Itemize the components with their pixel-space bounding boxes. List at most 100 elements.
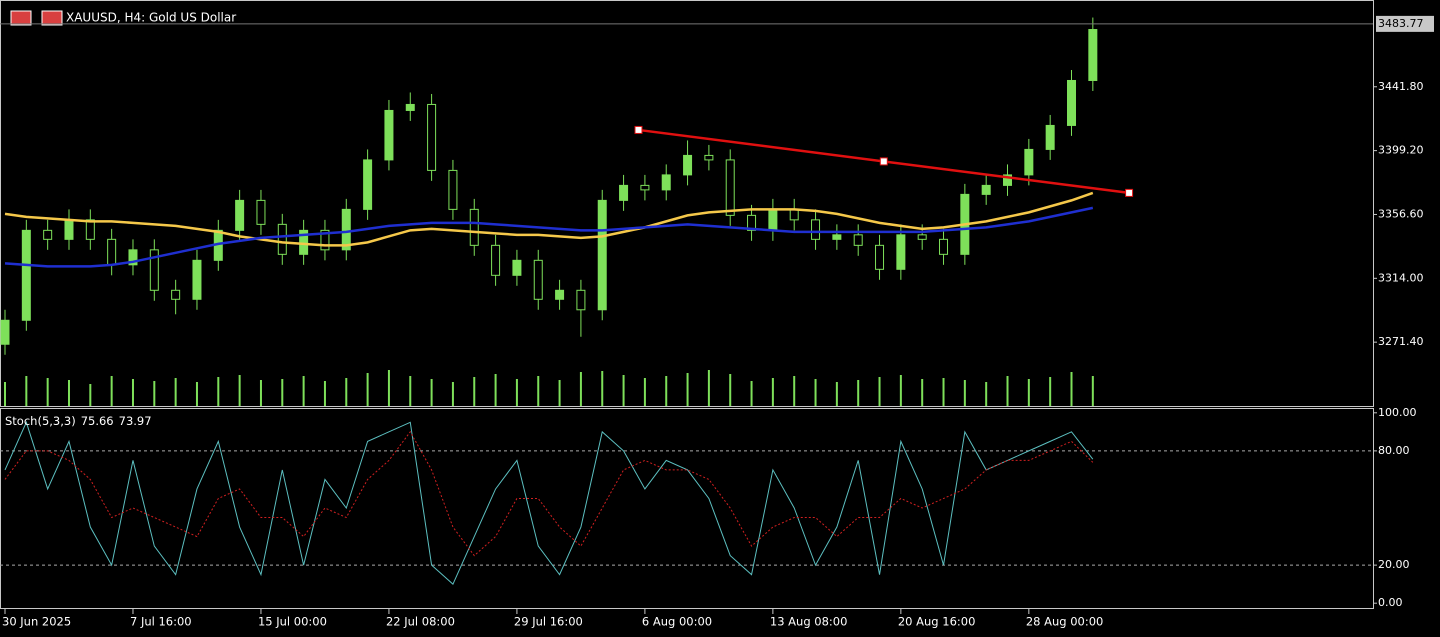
y-tick-label: 20.00 <box>1378 558 1410 571</box>
volume-bar <box>1091 376 1094 406</box>
volume-bar <box>473 377 476 406</box>
volume-bar <box>686 373 689 406</box>
moving-average <box>4 191 1094 247</box>
volume-bar <box>217 377 220 406</box>
candle-body <box>171 289 181 300</box>
volume-bar <box>195 382 198 406</box>
volume-bar <box>707 370 710 406</box>
y-tick-label: 3271.40 <box>1378 335 1424 348</box>
x-tick-label: 6 Aug 00:00 <box>642 615 712 629</box>
candle-body <box>875 244 885 270</box>
volume-bar <box>1070 372 1073 406</box>
candle-body <box>1003 174 1013 186</box>
candle-body <box>939 238 949 255</box>
candle-body <box>1088 29 1098 81</box>
x-tick-label: 29 Jul 16:00 <box>514 615 583 629</box>
volume-bar <box>366 373 369 406</box>
volume-bar <box>750 381 753 406</box>
trendline-handle <box>634 125 643 134</box>
candle-body <box>768 208 778 231</box>
candle-body <box>789 208 799 221</box>
volume-bar <box>558 380 561 406</box>
volume-bar <box>110 376 113 406</box>
volume-bar <box>409 376 412 406</box>
candle-body <box>533 259 543 300</box>
stoch-line <box>4 430 1094 557</box>
candle-body <box>981 184 991 195</box>
candle-body <box>363 159 373 210</box>
candle-body <box>619 184 629 201</box>
x-tick-label: 22 Jul 08:00 <box>386 615 455 629</box>
candle-body <box>85 219 95 240</box>
volume-bar <box>579 372 582 406</box>
volume-bar <box>46 378 49 406</box>
candle-body <box>1024 148 1034 176</box>
candle-body <box>683 154 693 176</box>
candle-body <box>853 234 863 246</box>
indicator-title: Stoch(5,3,3) 75.66 73.97 <box>5 414 152 428</box>
volume-bar <box>729 374 732 406</box>
candle-body <box>384 109 394 161</box>
candle-body <box>0 319 10 345</box>
candle-body <box>832 234 842 240</box>
volume-bar <box>835 382 838 406</box>
candle-body <box>555 289 565 300</box>
volume-bar <box>1027 379 1030 406</box>
candle-body <box>43 229 53 240</box>
trendline-handle-mid <box>879 157 888 166</box>
y-tick-label: 3356.60 <box>1378 207 1424 220</box>
last-price-label: 3483.77 <box>1378 17 1424 30</box>
volume-bar <box>67 380 70 406</box>
candle-body <box>469 208 479 246</box>
volume-bar <box>323 381 326 406</box>
volume-bar <box>921 379 924 406</box>
candle-body <box>320 229 330 251</box>
volume-bar <box>89 384 92 406</box>
candle-body <box>1067 79 1076 126</box>
y-tick-label: 80.00 <box>1378 444 1410 457</box>
x-tick-label: 7 Jul 16:00 <box>130 615 192 629</box>
volume-bar <box>665 376 668 406</box>
volume-bar <box>430 379 433 406</box>
volume-bar <box>259 380 262 406</box>
header-icons <box>10 10 63 26</box>
candle-body <box>725 159 735 216</box>
volume-bar <box>174 378 177 406</box>
candle-body <box>341 208 351 251</box>
volume-bar <box>814 379 817 406</box>
candle-body <box>64 219 74 240</box>
candle-body <box>405 103 415 111</box>
volume-bar <box>494 374 497 406</box>
volume-bar <box>345 378 348 406</box>
indicator-name: Stoch(5,3,3) <box>5 414 76 428</box>
stoch-line <box>4 420 1094 585</box>
volume-bar <box>899 375 902 406</box>
chart-title: XAUUSD, H4: Gold US Dollar <box>66 11 236 25</box>
candle-body <box>576 289 586 311</box>
x-tick-label: 28 Aug 00:00 <box>1026 615 1104 629</box>
candle-body <box>896 234 906 270</box>
candle-body <box>747 214 757 231</box>
candle-body <box>149 249 159 291</box>
indicator-value: 73.97 <box>119 414 152 428</box>
candle-body <box>192 259 202 300</box>
trendline-handle <box>1125 188 1134 197</box>
volume-bar <box>622 375 625 406</box>
candle-body <box>917 234 927 240</box>
candle-body <box>427 103 437 171</box>
volume-bar <box>451 382 454 406</box>
moving-average <box>4 206 1094 268</box>
stoch-panel <box>0 408 1374 609</box>
icon <box>10 10 32 26</box>
y-tick-label: 100.00 <box>1378 406 1417 419</box>
volume-bar <box>1049 377 1052 406</box>
y-tick-label: 3314.00 <box>1378 271 1424 284</box>
volume-bar <box>4 382 6 406</box>
candle-body <box>277 223 287 255</box>
main-panel <box>0 0 1374 407</box>
volume-bar <box>281 379 284 406</box>
candle-body <box>256 199 266 225</box>
